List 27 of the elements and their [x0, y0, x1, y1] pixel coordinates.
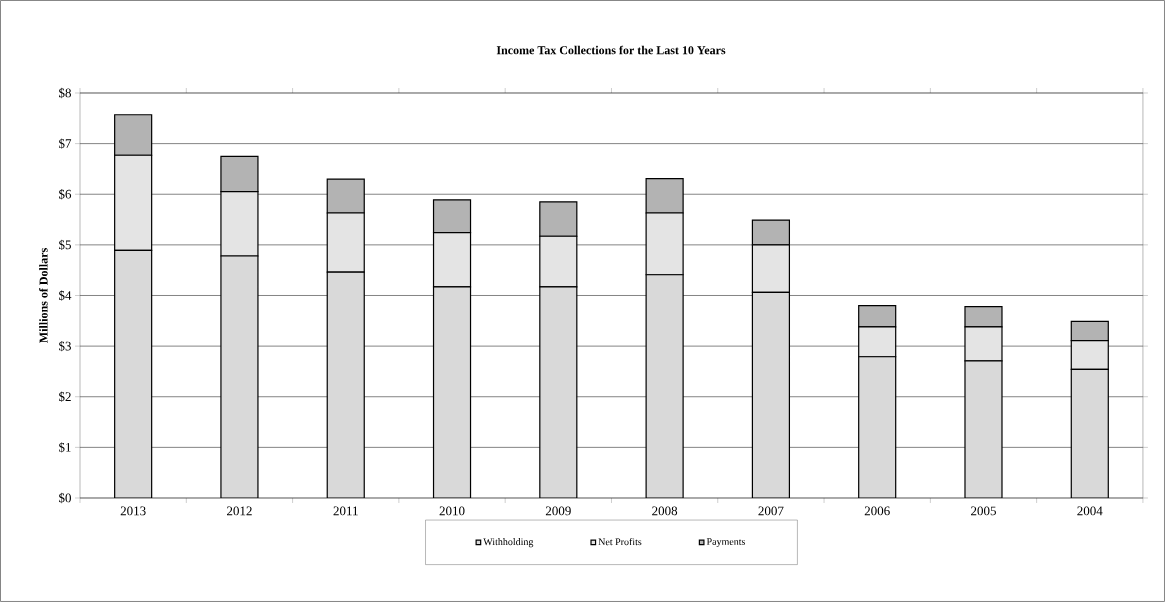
y-tick-label: $6	[59, 189, 72, 200]
bar	[432, 286, 472, 498]
bar	[539, 286, 578, 498]
y-tick-label: $0	[59, 492, 71, 504]
legend-label: Withholding	[483, 538, 534, 548]
x-tick-label: 2007	[758, 506, 784, 516]
y-tick-label: $8	[59, 87, 71, 99]
chart-title: Income Tax Collections for the Last 10 Years	[496, 45, 726, 55]
x-tick-label: 2006	[864, 506, 890, 516]
y-tick-label: $5	[59, 239, 71, 251]
y-tick-label: $7	[59, 138, 72, 149]
x-tick-label: 2005	[971, 506, 996, 516]
y-tick-label: $1	[59, 442, 71, 453]
x-tick-label: 2004	[1077, 506, 1103, 516]
x-tick-label: 2012	[227, 506, 252, 516]
x-tick-label: 2008	[652, 506, 678, 516]
y-tick-label: $2	[59, 391, 71, 402]
x-tick-label: 2013	[120, 506, 146, 516]
bar	[220, 255, 259, 498]
x-tick-label: 2011	[333, 506, 358, 516]
x-tick-label: 2010	[439, 506, 465, 516]
x-tick-label: 2009	[545, 506, 571, 516]
y-tick-label: $3	[59, 340, 71, 352]
y-axis-title: Millions of Dollars	[39, 248, 48, 343]
legend-label: Net Profits	[598, 538, 642, 546]
y-tick-label: $4	[59, 290, 72, 301]
legend-label: Payments	[706, 538, 746, 548]
